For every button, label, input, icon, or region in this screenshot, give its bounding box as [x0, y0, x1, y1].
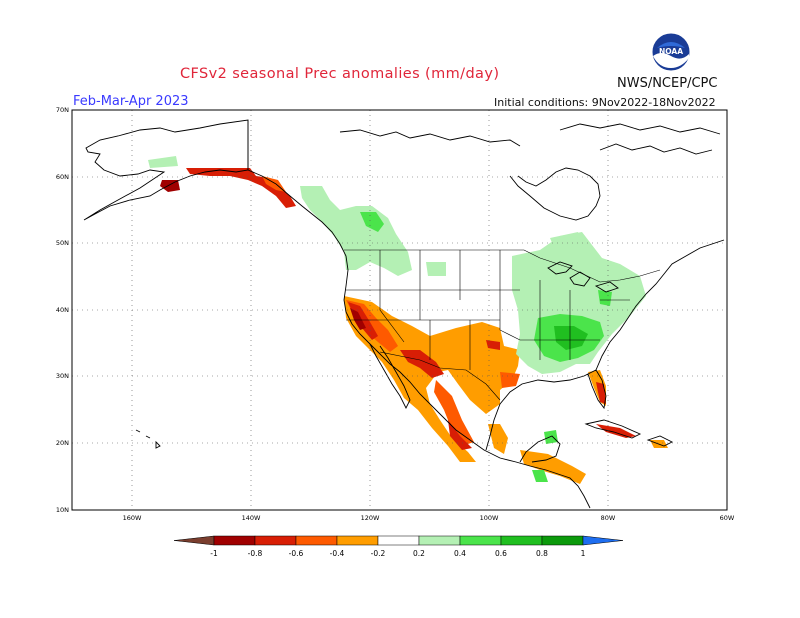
- coastline-layer: [83, 119, 725, 509]
- anomaly-layer: [148, 156, 668, 484]
- legend-label: -1: [210, 549, 218, 558]
- legend-label: -0.8: [248, 549, 263, 558]
- lon-label: 100W: [480, 514, 499, 522]
- lat-label: 50N: [56, 239, 69, 247]
- lat-label: 10N: [56, 506, 69, 514]
- mexico-nw-dry: [400, 350, 444, 378]
- lat-label: 30N: [56, 372, 69, 380]
- legend-label: 1: [581, 549, 586, 558]
- latitude-labels: 70N 60N 50N 40N 30N 20N 10N: [56, 106, 69, 514]
- mexico-south-dry: [448, 420, 472, 450]
- lon-label: 60W: [720, 514, 735, 522]
- legend-label: 0.2: [413, 549, 425, 558]
- alaska-north-wet: [148, 156, 178, 168]
- central-america-dry: [520, 450, 586, 484]
- legend-swatch: [336, 535, 379, 546]
- legend-swatch: [459, 535, 502, 546]
- legend-swatch: [254, 535, 297, 546]
- lat-label: 20N: [56, 439, 69, 447]
- lat-label: 40N: [56, 306, 69, 314]
- color-legend: -1 -0.8 -0.6 -0.4 -0.2 0.2 0.4 0.6 0.8 1: [173, 535, 624, 558]
- initial-conditions-label: Initial conditions: 9Nov2022-18Nov2022: [494, 96, 716, 109]
- bc-wet: [360, 212, 384, 232]
- legend-label: 0.8: [536, 549, 548, 558]
- yucatan-wet: [544, 430, 558, 444]
- texas-coast-dry: [500, 372, 520, 388]
- pnw-wet: [300, 186, 412, 276]
- agency-label: NWS/NCEP/CPC: [617, 76, 718, 91]
- alaska-peninsula-dry: [160, 180, 180, 192]
- northern-plains-wet: [426, 262, 446, 276]
- map-frame: [71, 109, 728, 511]
- legend-swatch: [500, 535, 543, 546]
- legend-label: 0.4: [454, 549, 466, 558]
- legend-swatch: [418, 535, 461, 546]
- oklahoma-dry: [486, 340, 500, 350]
- map-title: CFSv2 seasonal Prec anomalies (mm/day): [180, 66, 500, 82]
- mid-atlantic-wet: [598, 290, 612, 306]
- west-mexico-dry: [434, 380, 474, 446]
- legend-label: -0.4: [330, 549, 345, 558]
- cuba-dry: [596, 424, 636, 438]
- mexico-gulf-dry: [488, 424, 508, 454]
- legend-label: -0.6: [289, 549, 304, 558]
- lon-label: 140W: [242, 514, 261, 522]
- longitude-labels: 160W 140W 120W 100W 80W 60W: [123, 514, 735, 522]
- lon-label: 120W: [361, 514, 380, 522]
- legend-arrow-high: [582, 535, 624, 546]
- legend-swatch: [541, 535, 584, 546]
- legend-arrow-low: [173, 535, 215, 546]
- season-label: Feb-Mar-Apr 2023: [73, 94, 189, 109]
- central-america-wet: [532, 470, 548, 482]
- lat-label: 70N: [56, 106, 69, 114]
- noaa-logo: NOAA: [651, 32, 691, 72]
- legend-label: 0.6: [495, 549, 507, 558]
- lat-label: 60N: [56, 173, 69, 181]
- lon-label: 160W: [123, 514, 142, 522]
- legend-swatch: [295, 535, 338, 546]
- california-core-dry: [350, 308, 366, 330]
- legend-label: -0.2: [371, 549, 386, 558]
- boundary-layer: [247, 120, 661, 401]
- ohio-valley-wet: [554, 326, 588, 350]
- logo-text: NOAA: [659, 47, 683, 56]
- graticule: [72, 110, 727, 510]
- great-lakes-north-wet: [550, 232, 582, 252]
- legend-swatch: [213, 535, 256, 546]
- lon-label: 80W: [601, 514, 616, 522]
- legend-swatch: [377, 535, 420, 546]
